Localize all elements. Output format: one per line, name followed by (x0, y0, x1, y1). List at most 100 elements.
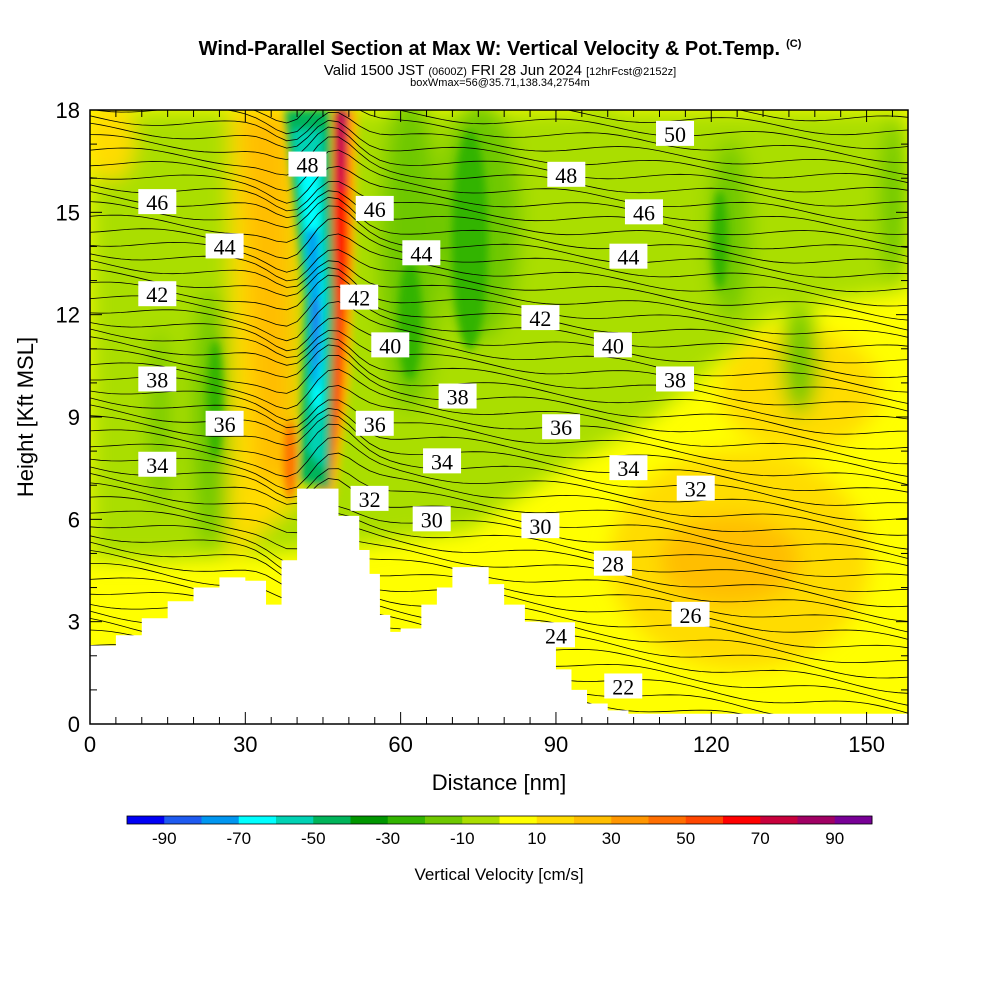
isoline (90, 336, 908, 412)
x-tick-label: 60 (388, 732, 412, 757)
theta-label-text: 22 (612, 674, 634, 699)
theta-label-text: 38 (447, 385, 469, 410)
theta-label-text: 42 (146, 282, 168, 307)
colorbar-swatch (648, 816, 687, 824)
isoline (90, 496, 908, 577)
colorbar-label: Vertical Velocity [cm/s] (414, 865, 583, 884)
colorbar-swatch (760, 816, 798, 824)
isoline (90, 274, 908, 349)
theta-label: 36 (355, 410, 394, 437)
isoline (90, 126, 908, 193)
chart-subtitle-valid-time: Valid 1500 JST (0600Z) FRI 28 Jun 2024 [… (323, 62, 677, 79)
y-tick-label: 12 (56, 303, 80, 328)
colorbar-swatch (238, 816, 277, 824)
isoline (90, 15, 908, 77)
isoline (90, 0, 908, 36)
isoline (438, 110, 908, 136)
theta-label: 22 (604, 673, 643, 699)
theta-label: 36 (205, 410, 244, 437)
theta-label: 32 (350, 485, 389, 512)
theta-label: 26 (671, 601, 710, 628)
colorbar-tick-label: 10 (527, 829, 546, 848)
isoline (90, 452, 908, 536)
x-tick-label: 0 (84, 732, 96, 757)
isoline (90, 136, 908, 207)
isoline (90, 205, 908, 278)
colorbar-swatch (536, 816, 575, 824)
theta-label: 30 (412, 506, 451, 532)
colorbar-tick-label: -10 (450, 829, 475, 848)
colorbar: -90 -70 -50 -30 -10 10 30 50 70 90 (126, 815, 873, 848)
theta-label-text: 40 (379, 333, 401, 358)
theta-label-text: 34 (617, 456, 639, 481)
theta-label-text: 40 (602, 333, 624, 358)
colorbar-tick-label: -50 (301, 829, 326, 848)
x-axis: 0 30 60 90 120 150 (84, 110, 893, 757)
theta-label-text: 48 (296, 153, 318, 178)
x-tick-label: 150 (848, 732, 885, 757)
colorbar-swatch (574, 816, 612, 824)
theta-label-text: 42 (348, 286, 370, 311)
colorbar-tick-label: -30 (375, 829, 400, 848)
colorbar-tick-label: 30 (602, 829, 621, 848)
isoline (90, 180, 908, 248)
isoline (90, 510, 908, 592)
colorbar-swatch (499, 816, 538, 824)
theta-label: 40 (593, 332, 632, 358)
isoline (90, 119, 908, 184)
theta-label: 46 (138, 189, 177, 215)
colorbar-swatch (164, 816, 202, 824)
theta-label: 36 (542, 414, 581, 440)
colorbar-swatch (611, 816, 649, 824)
colorbar-swatch (127, 816, 165, 824)
isoline (90, 397, 908, 477)
chart-subtitle-box-note: boxWmax=56@35.71,138.34,2754m (410, 77, 590, 89)
isoline (90, 0, 908, 28)
theta-contour-labels: 22 24 26 28 30 30 32 32 34 34 34 36 36 36 38 38 38 40 40 42… (138, 120, 715, 699)
chart-title: Wind-Parallel Section at Max W: Vertical… (198, 38, 802, 60)
theta-label: 28 (593, 550, 632, 577)
isoline (90, 436, 908, 521)
isoline (90, 286, 908, 364)
theta-label: 50 (656, 120, 695, 147)
isoline (90, 267, 908, 338)
theta-label-text: 46 (633, 200, 655, 225)
isoline (90, 259, 908, 331)
theta-label-text: 36 (364, 412, 386, 437)
theta-label: 42 (521, 305, 560, 331)
theta-label: 24 (536, 622, 575, 648)
y-tick-label: 0 (68, 712, 80, 737)
colorbar-swatch (425, 816, 463, 824)
isoline (90, 317, 908, 393)
colorbar-tick-label: -90 (152, 829, 177, 848)
x-tick-label: 30 (233, 732, 257, 757)
colorbar-swatch (387, 816, 426, 824)
isoline (90, 31, 908, 91)
theta-label-text: 44 (214, 234, 236, 259)
terrain-mask (90, 488, 908, 724)
theta-label-text: 50 (664, 122, 686, 147)
colorbar-tick-label: -70 (226, 829, 251, 848)
isoline (90, 525, 908, 608)
theta-label-text: 32 (359, 487, 381, 512)
isoline (90, 328, 908, 404)
theta-label: 30 (521, 513, 560, 539)
y-tick-label: 18 (56, 98, 80, 123)
colorbar-swatch (350, 816, 389, 824)
theta-label: 34 (423, 448, 462, 474)
theta-label: 32 (676, 475, 715, 502)
theta-label-text: 24 (545, 623, 567, 648)
theta-label-text: 44 (617, 245, 639, 270)
isoline (90, 385, 908, 465)
x-tick-label: 120 (693, 732, 730, 757)
theta-label: 34 (609, 455, 648, 481)
x-tick-label: 90 (544, 732, 568, 757)
theta-label-text: 32 (685, 477, 707, 502)
theta-label: 48 (547, 161, 586, 188)
theta-label-text: 34 (431, 449, 453, 474)
colorbar-swatch (313, 816, 351, 824)
isoline (90, 0, 908, 50)
theta-label-text: 34 (146, 453, 168, 478)
isoline (90, 414, 908, 493)
